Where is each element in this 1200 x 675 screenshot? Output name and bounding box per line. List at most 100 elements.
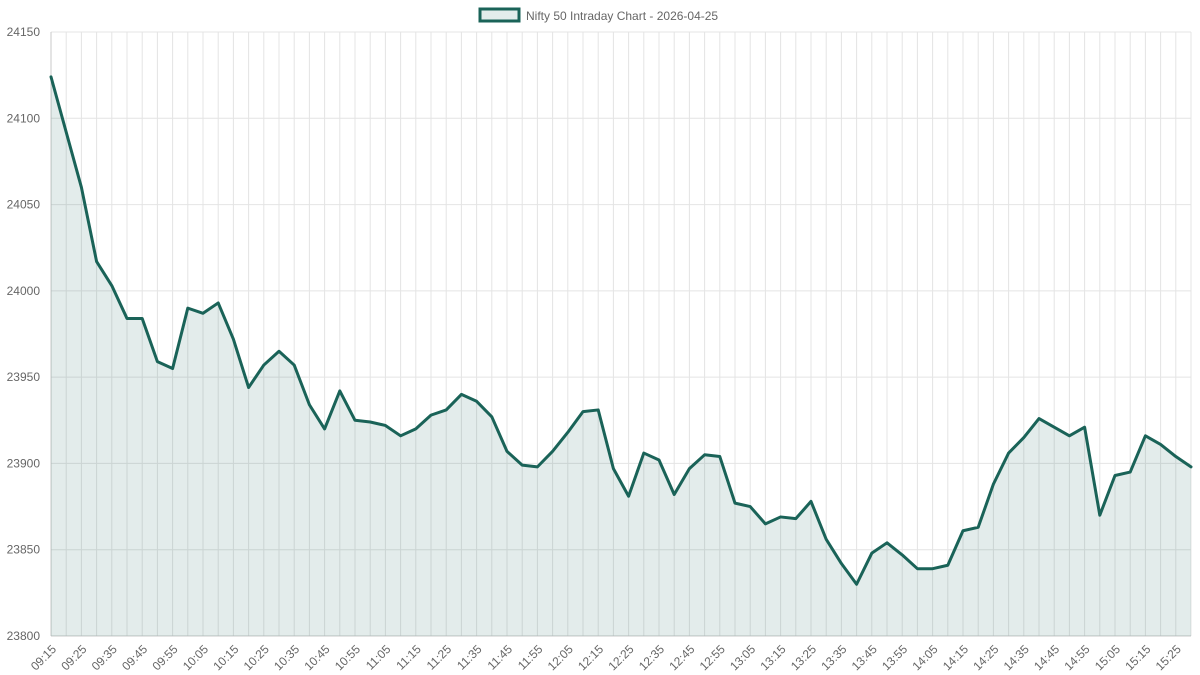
- data-point[interactable]: [443, 407, 449, 413]
- data-point[interactable]: [884, 540, 890, 546]
- data-point[interactable]: [945, 562, 951, 568]
- data-point[interactable]: [626, 493, 632, 499]
- x-tick-label: 09:45: [119, 642, 150, 673]
- data-point[interactable]: [717, 454, 723, 460]
- data-point[interactable]: [838, 561, 844, 567]
- series-area-fill: [51, 76, 1191, 637]
- data-point[interactable]: [823, 536, 829, 542]
- data-point[interactable]: [504, 448, 510, 454]
- data-point[interactable]: [656, 457, 662, 463]
- data-point[interactable]: [230, 336, 236, 342]
- data-point[interactable]: [778, 514, 784, 520]
- x-tick-label: 12:45: [666, 642, 697, 673]
- data-point[interactable]: [930, 566, 936, 572]
- data-point[interactable]: [489, 414, 495, 420]
- x-tick-label: 15:15: [1122, 642, 1153, 673]
- data-point[interactable]: [398, 433, 404, 439]
- y-tick-label: 24000: [7, 284, 41, 298]
- x-tick-label: 09:15: [28, 642, 59, 673]
- data-point[interactable]: [1097, 512, 1103, 518]
- data-point[interactable]: [534, 464, 540, 470]
- data-point[interactable]: [747, 504, 753, 510]
- data-point[interactable]: [1082, 424, 1088, 430]
- chart-legend[interactable]: Nifty 50 Intraday Chart - 2026-04-25: [478, 7, 718, 23]
- x-tick-label: 14:05: [910, 642, 941, 673]
- data-point[interactable]: [610, 466, 616, 472]
- y-tick-label: 24100: [7, 111, 41, 125]
- x-axis-labels: 09:15 09:25 09:35 09:45 09:55 10:05 10:15 10:25…: [28, 642, 1184, 673]
- x-tick-label: 13:25: [788, 642, 819, 673]
- data-point[interactable]: [78, 184, 84, 190]
- data-point[interactable]: [1142, 433, 1148, 439]
- data-point[interactable]: [975, 524, 981, 530]
- data-point[interactable]: [595, 407, 601, 413]
- data-point[interactable]: [94, 259, 100, 265]
- x-tick-label: 12:55: [697, 642, 728, 673]
- data-point[interactable]: [276, 348, 282, 354]
- x-tick-label: 15:05: [1092, 642, 1123, 673]
- data-point[interactable]: [261, 362, 267, 368]
- data-point[interactable]: [322, 426, 328, 432]
- data-point[interactable]: [154, 359, 160, 365]
- data-point[interactable]: [1112, 473, 1118, 479]
- data-point[interactable]: [641, 450, 647, 456]
- data-point[interactable]: [246, 384, 252, 390]
- y-tick-label: 23900: [7, 456, 41, 470]
- data-point[interactable]: [1006, 450, 1012, 456]
- x-tick-label: 10:15: [210, 642, 241, 673]
- data-point[interactable]: [1127, 469, 1133, 475]
- data-point[interactable]: [762, 521, 768, 527]
- data-point[interactable]: [109, 283, 115, 289]
- data-point[interactable]: [413, 426, 419, 432]
- data-point[interactable]: [200, 310, 206, 316]
- data-point[interactable]: [306, 402, 312, 408]
- x-tick-label: 10:45: [302, 642, 333, 673]
- data-point[interactable]: [960, 528, 966, 534]
- data-point[interactable]: [702, 452, 708, 458]
- data-point[interactable]: [139, 315, 145, 321]
- data-point[interactable]: [854, 581, 860, 587]
- data-point[interactable]: [382, 422, 388, 428]
- data-point[interactable]: [367, 419, 373, 425]
- data-point[interactable]: [352, 417, 358, 423]
- data-point[interactable]: [990, 481, 996, 487]
- x-tick-label: 11:35: [454, 642, 485, 673]
- data-point[interactable]: [124, 315, 130, 321]
- data-point[interactable]: [1066, 433, 1072, 439]
- data-point[interactable]: [458, 391, 464, 397]
- data-point[interactable]: [185, 305, 191, 311]
- data-point[interactable]: [337, 388, 343, 394]
- data-point[interactable]: [869, 550, 875, 556]
- data-point[interactable]: [899, 552, 905, 558]
- x-tick-label: 10:05: [180, 642, 211, 673]
- data-point[interactable]: [291, 362, 297, 368]
- data-point[interactable]: [732, 500, 738, 506]
- data-point[interactable]: [1188, 464, 1194, 470]
- data-point[interactable]: [170, 366, 176, 372]
- data-point[interactable]: [565, 429, 571, 435]
- data-point[interactable]: [808, 498, 814, 504]
- data-point[interactable]: [63, 129, 69, 135]
- data-point[interactable]: [793, 516, 799, 522]
- data-point[interactable]: [671, 491, 677, 497]
- data-point[interactable]: [1051, 424, 1057, 430]
- data-point[interactable]: [474, 398, 480, 404]
- data-point[interactable]: [1158, 441, 1164, 447]
- x-tick-label: 11:45: [485, 642, 516, 673]
- data-point[interactable]: [519, 462, 525, 468]
- data-point[interactable]: [686, 466, 692, 472]
- x-tick-label: 10:25: [241, 642, 272, 673]
- data-point[interactable]: [1021, 435, 1027, 441]
- data-point[interactable]: [580, 409, 586, 415]
- data-point[interactable]: [48, 74, 54, 80]
- vertical-gridlines: [50, 32, 1192, 636]
- data-point[interactable]: [550, 448, 556, 454]
- y-axis-labels: 23800 23850 23900 23950 24000 24050 24100 24150: [7, 25, 41, 643]
- data-point[interactable]: [215, 300, 221, 306]
- data-point[interactable]: [914, 566, 920, 572]
- data-point[interactable]: [428, 412, 434, 418]
- y-tick-label: 24150: [7, 25, 41, 39]
- data-point[interactable]: [1036, 416, 1042, 422]
- data-point[interactable]: [1173, 454, 1179, 460]
- x-tick-label: 12:05: [545, 642, 576, 673]
